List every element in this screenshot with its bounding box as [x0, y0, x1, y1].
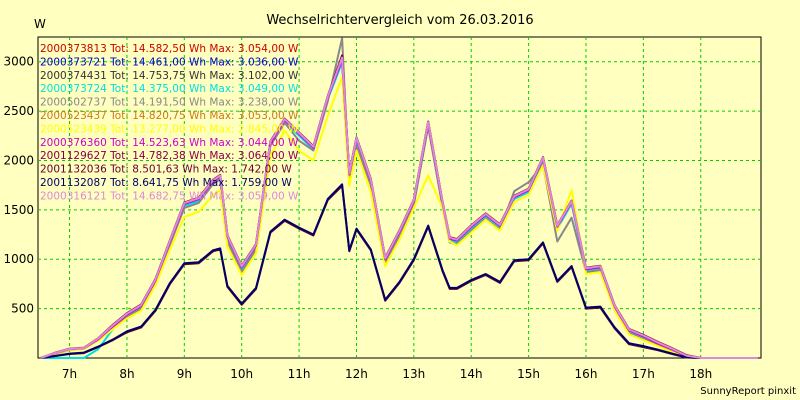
legend-item-2000374431: 2000374431 Tot: 14.753,75 Wh Max: 3.102,… [40, 70, 299, 82]
y-tick-label: 3000 [3, 55, 34, 69]
legend-item-2000523437: 2000523437 Tot: 14.820,75 Wh Max: 3.053,… [40, 110, 299, 122]
grid [38, 37, 761, 358]
y-tick-label: 2500 [3, 104, 34, 118]
y-tick-label: 2000 [3, 153, 34, 167]
legend-item-2000523439: 2000523439 Tot: 13.277,00 Wh Max: 2.845,… [40, 123, 299, 135]
y-tick-label: 1000 [3, 252, 34, 266]
x-tick-label: 14h [460, 367, 483, 381]
x-tick-label: 18h [689, 367, 712, 381]
series-lines [40, 37, 759, 359]
x-tick-label: 16h [575, 367, 598, 381]
credit-text: SunnyReport pinxit [700, 386, 796, 397]
legend-item-2001129627: 2001129627 Tot: 14.782,38 Wh Max: 3.064,… [40, 150, 299, 162]
legend-item-2000373724: 2000373724 Tot: 14.375,00 Wh Max: 3.049,… [40, 83, 299, 95]
series-line-2000316121 [40, 56, 759, 359]
plot-area [37, 36, 762, 359]
x-tick-label: 12h [345, 367, 368, 381]
series-line-2000523439 [40, 76, 759, 359]
x-axis: 7h 8h 9h 10h 11h 12h 13h 14h 15h 16h 17h 18h [62, 367, 712, 381]
legend-item-2000373721: 2000373721 Tot: 14.461,00 Wh Max: 3.036,… [40, 56, 299, 68]
series-line-2001132036 [40, 184, 759, 359]
y-tick-label: 1500 [3, 203, 34, 217]
legend-item-2000316121: 2000316121 Tot: 14.682,75 Wh Max: 3.059,… [40, 190, 299, 202]
y-tick-label: 500 [11, 302, 34, 316]
x-tick-label: 10h [230, 367, 253, 381]
legend-item-2001132087: 2001132087 Tot: 8.641,75 Wh Max: 1.759,0… [40, 177, 292, 189]
legend-item-2000502737: 2000502737 Tot: 14.191,50 Wh Max: 3.238,… [40, 97, 299, 109]
chart-title: Wechselrichtervergleich vom 26.03.2016 [266, 13, 533, 28]
legend: 2000373813 Tot: 14.582,50 Wh Max: 3.054,… [40, 43, 299, 202]
x-tick-label: 15h [517, 367, 540, 381]
x-tick-label: 11h [288, 367, 311, 381]
legend-item-2000376360: 2000376360 Tot: 14.523,63 Wh Max: 3.044,… [40, 137, 299, 149]
y-axis-label: W [34, 17, 46, 31]
legend-item-2000373813: 2000373813 Tot: 14.582,50 Wh Max: 3.054,… [40, 43, 299, 55]
x-tick-label: 17h [632, 367, 655, 381]
x-tick-label: 9h [177, 367, 192, 381]
y-axis: 500 1000 1500 2000 2500 3000 [3, 55, 34, 316]
x-tick-label: 8h [119, 367, 134, 381]
x-tick-label: 7h [62, 367, 77, 381]
legend-item-2001132036: 2001132036 Tot: 8.501,63 Wh Max: 1.742,0… [40, 164, 292, 176]
x-tick-label: 13h [402, 367, 425, 381]
series-line-2001132087 [40, 183, 759, 359]
